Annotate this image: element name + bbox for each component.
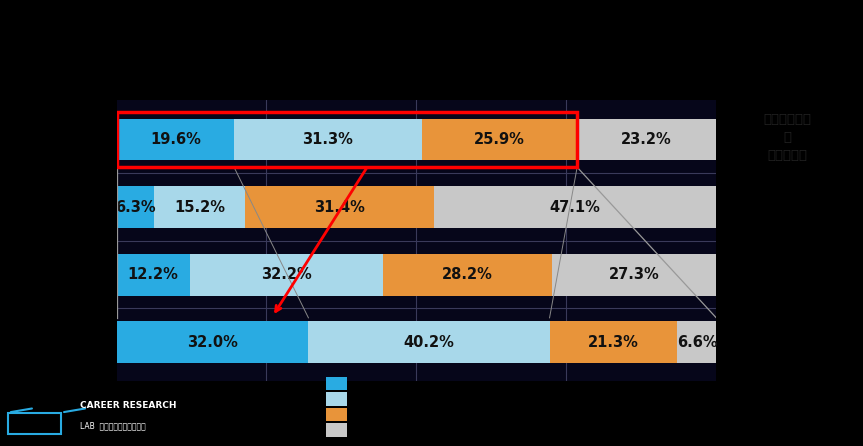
- Text: 32.0%: 32.0%: [187, 334, 238, 350]
- Bar: [383, 254, 552, 296]
- Text: 32.2%: 32.2%: [261, 267, 312, 282]
- Bar: [117, 119, 234, 161]
- Bar: [326, 423, 347, 437]
- Text: 47.1%: 47.1%: [550, 199, 601, 215]
- Bar: [326, 408, 347, 421]
- Text: 28.2%: 28.2%: [442, 267, 493, 282]
- Text: 6.6%: 6.6%: [677, 334, 717, 350]
- Bar: [550, 321, 677, 363]
- Bar: [117, 254, 190, 296]
- Bar: [245, 186, 434, 228]
- Bar: [154, 186, 245, 228]
- Text: 12.2%: 12.2%: [128, 267, 179, 282]
- Bar: [308, 321, 550, 363]
- Bar: [190, 254, 383, 296]
- Bar: [234, 119, 422, 161]
- FancyArrowPatch shape: [11, 409, 32, 412]
- Text: 21.3%: 21.3%: [588, 334, 639, 350]
- Bar: [326, 392, 347, 406]
- Text: 31.4%: 31.4%: [314, 199, 365, 215]
- Text: 27.3%: 27.3%: [608, 267, 659, 282]
- Bar: [326, 376, 347, 390]
- Bar: [117, 186, 154, 228]
- Bar: [8, 413, 61, 434]
- Text: 活用している
＋
活用したい: 活用している ＋ 活用したい: [763, 113, 811, 162]
- Bar: [422, 119, 577, 161]
- Text: 19.6%: 19.6%: [150, 132, 201, 147]
- Text: CAREER RESEARCH: CAREER RESEARCH: [80, 401, 177, 409]
- Text: 6.3%: 6.3%: [115, 199, 155, 215]
- Bar: [577, 119, 716, 161]
- Text: 15.2%: 15.2%: [174, 199, 225, 215]
- Bar: [677, 321, 717, 363]
- Text: LAB  キャリアリサーチラボ: LAB キャリアリサーチラボ: [80, 421, 146, 430]
- Text: 25.9%: 25.9%: [474, 132, 525, 147]
- FancyArrowPatch shape: [64, 409, 85, 412]
- Text: 23.2%: 23.2%: [621, 132, 672, 147]
- Text: 《企業調査》採用活動においてAIツールを活用しているか(2024年9月実施): 《企業調査》採用活動においてAIツールを活用しているか(2024年9月実施): [10, 20, 503, 40]
- Bar: [117, 321, 308, 363]
- Text: 31.3%: 31.3%: [303, 132, 353, 147]
- Text: 40.2%: 40.2%: [404, 334, 455, 350]
- Bar: [434, 186, 716, 228]
- Bar: [552, 254, 715, 296]
